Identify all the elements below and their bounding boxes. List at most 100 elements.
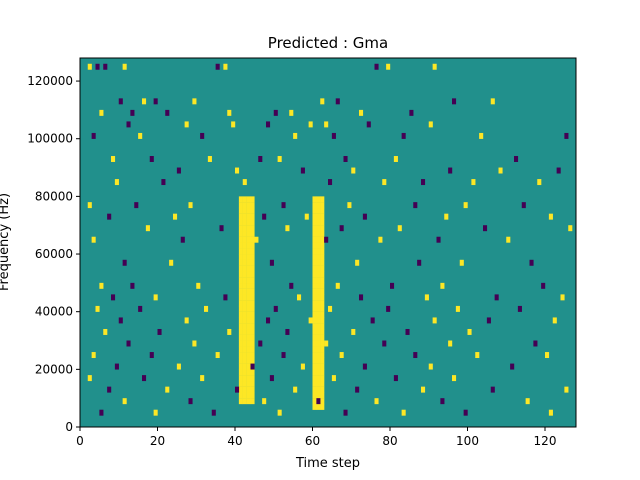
heatmap-cell xyxy=(87,63,92,70)
heatmap-band-cell xyxy=(320,219,325,226)
heatmap-cell xyxy=(134,202,139,209)
heatmap-band-cell xyxy=(246,277,251,284)
heatmap-band-cell xyxy=(316,271,321,278)
heatmap-cell xyxy=(486,317,491,324)
heatmap-band-cell xyxy=(246,254,251,260)
heatmap-cell xyxy=(196,282,201,289)
heatmap-band-cell xyxy=(312,363,317,370)
heatmap-band-cell xyxy=(242,346,247,353)
heatmap-cell xyxy=(506,236,511,243)
heatmap-band-cell xyxy=(246,294,251,301)
heatmap-cell xyxy=(215,352,220,359)
heatmap-band-cell xyxy=(242,305,247,312)
heatmap-cell xyxy=(285,225,290,232)
heatmap-cell xyxy=(428,363,433,370)
heatmap-cell xyxy=(514,156,519,162)
heatmap-cell xyxy=(382,340,387,347)
heatmap-band-cell xyxy=(316,230,321,237)
heatmap-band-cell xyxy=(246,202,251,209)
heatmap-band-cell xyxy=(320,369,325,376)
heatmap-band-cell xyxy=(320,311,325,318)
heatmap-band-cell xyxy=(250,398,255,405)
heatmap-cell xyxy=(490,386,495,393)
heatmap-cell xyxy=(91,132,96,139)
heatmap-cell xyxy=(328,305,333,312)
heatmap-cell xyxy=(293,386,298,393)
heatmap-cell xyxy=(138,305,143,312)
heatmap-band-cell xyxy=(320,271,325,278)
heatmap-band-cell xyxy=(242,392,247,399)
heatmap-band-cell xyxy=(320,317,325,324)
heatmap-cell xyxy=(273,109,278,116)
heatmap-cell xyxy=(359,294,364,301)
heatmap-band-cell xyxy=(242,196,247,203)
heatmap-band-cell xyxy=(238,398,243,405)
heatmap-band-cell xyxy=(320,248,325,255)
x-tick-label: 20 xyxy=(150,434,165,448)
heatmap-cell xyxy=(355,259,360,266)
heatmap-band-cell xyxy=(242,225,247,232)
heatmap-band-cell xyxy=(242,398,247,405)
heatmap-band-cell xyxy=(238,334,243,341)
heatmap-cell xyxy=(316,398,321,405)
heatmap-cell xyxy=(548,213,553,220)
heatmap-cell xyxy=(165,386,170,393)
heatmap-cell xyxy=(173,213,178,220)
heatmap-cell xyxy=(382,179,387,186)
heatmap-band-cell xyxy=(246,207,251,214)
heatmap-cell xyxy=(421,179,426,186)
heatmap-cell xyxy=(126,121,131,128)
heatmap-band-cell xyxy=(312,248,317,255)
heatmap-cell xyxy=(192,98,197,105)
heatmap-band-cell xyxy=(250,254,255,260)
heatmap-cell xyxy=(452,98,457,105)
x-tick-label: 0 xyxy=(76,434,84,448)
heatmap-band-cell xyxy=(316,282,321,289)
heatmap-band-cell xyxy=(242,254,247,260)
heatmap-band-cell xyxy=(312,259,317,266)
heatmap-cell xyxy=(463,409,468,416)
heatmap-band-cell xyxy=(312,242,317,249)
heatmap-cell xyxy=(397,225,402,232)
heatmap-band-cell xyxy=(250,311,255,318)
heatmap-cell xyxy=(452,375,457,382)
heatmap-band-cell xyxy=(316,392,321,399)
heatmap-band-cell xyxy=(238,202,243,209)
heatmap-cell xyxy=(153,98,158,105)
heatmap-band-cell xyxy=(238,300,243,307)
heatmap-band-cell xyxy=(250,317,255,324)
heatmap-band-cell xyxy=(320,398,325,405)
heatmap-cell xyxy=(359,109,364,116)
heatmap-cell xyxy=(448,340,453,347)
heatmap-band-cell xyxy=(312,300,317,307)
heatmap-band-cell xyxy=(246,282,251,289)
heatmap-band-cell xyxy=(312,369,317,376)
heatmap-band-cell xyxy=(320,225,325,232)
heatmap-band-cell xyxy=(246,236,251,243)
heatmap-band-cell xyxy=(316,352,321,359)
heatmap-band-cell xyxy=(242,265,247,272)
heatmap-band-cell xyxy=(242,363,247,370)
heatmap-band-cell xyxy=(320,207,325,214)
heatmap-band-cell xyxy=(246,363,251,370)
heatmap-cell xyxy=(99,109,104,116)
heatmap-cell xyxy=(498,167,503,174)
heatmap-band-cell xyxy=(320,300,325,307)
heatmap-band-cell xyxy=(246,271,251,278)
heatmap-cell xyxy=(339,225,344,232)
heatmap-cell xyxy=(413,352,418,359)
heatmap-band-cell xyxy=(250,213,255,220)
x-axis-ticks: 0 20 40 60 80 100 120 xyxy=(76,427,556,448)
heatmap-cell xyxy=(142,98,147,105)
heatmap-band-cell xyxy=(238,392,243,399)
heatmap-cell xyxy=(118,98,123,105)
heatmap-band-cell xyxy=(242,369,247,376)
heatmap-cell xyxy=(254,236,259,243)
heatmap-band-cell xyxy=(312,219,317,226)
heatmap-cell xyxy=(467,328,472,335)
heatmap-band-cell xyxy=(320,305,325,312)
heatmap-cell xyxy=(262,398,267,405)
heatmap-band-cell xyxy=(246,375,251,382)
heatmap-band-cell xyxy=(250,305,255,312)
heatmap-band-cell xyxy=(246,265,251,272)
